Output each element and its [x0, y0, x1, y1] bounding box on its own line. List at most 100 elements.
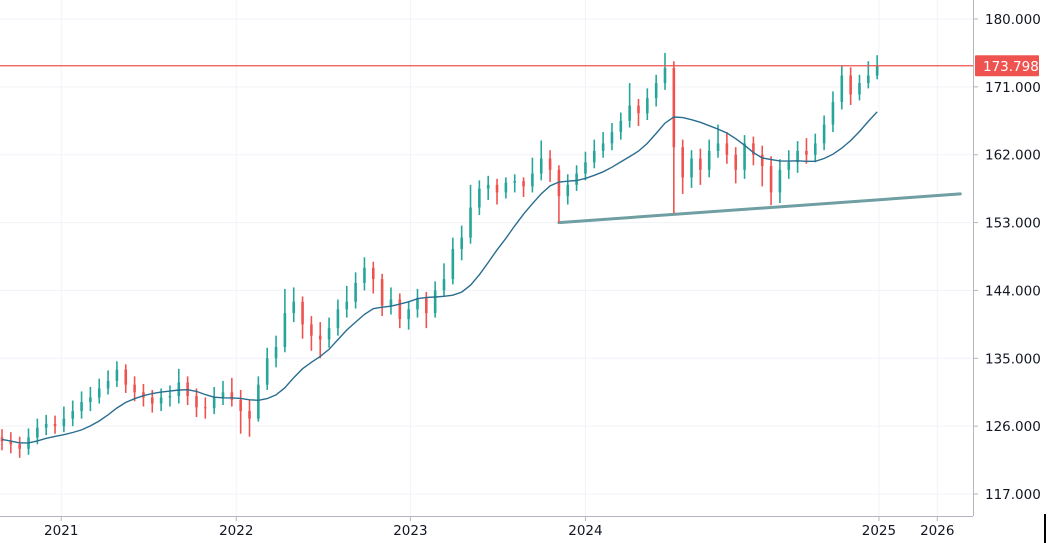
bar-up — [575, 165, 578, 191]
bar-up — [62, 406, 66, 433]
bar-body — [787, 162, 791, 170]
bar-up — [716, 124, 720, 158]
bar-body — [796, 150, 799, 163]
bar-down — [699, 148, 702, 185]
time-tick-label: 2023 — [393, 523, 427, 539]
bar-down — [301, 296, 304, 339]
price-tick-label: 126.000 — [985, 419, 1041, 435]
bar-body — [398, 299, 402, 320]
bar-up — [292, 287, 296, 323]
price-tick-label: 162.000 — [985, 148, 1041, 164]
bar-body — [283, 313, 287, 347]
bar-body — [239, 399, 242, 412]
bar-up — [265, 347, 269, 390]
bar-down — [637, 98, 640, 127]
bar-body — [557, 169, 561, 197]
bar-up — [513, 174, 517, 193]
bar-down — [186, 376, 189, 406]
bar-body — [478, 188, 481, 208]
bar-down — [522, 177, 525, 197]
bar-body — [318, 335, 322, 340]
bar-body — [62, 418, 66, 427]
bar-body — [654, 83, 658, 99]
bar-body — [867, 75, 870, 84]
bar-up — [283, 288, 287, 353]
price-axis[interactable]: 180.000 171.000 162.000 153.000 144.000 135.0… — [973, 0, 1048, 543]
bar-body — [539, 158, 543, 174]
bar-up — [389, 287, 393, 315]
bar-up — [601, 132, 605, 158]
bar-down — [681, 139, 684, 194]
bar-body — [858, 83, 861, 95]
bar-up — [628, 83, 631, 128]
bar-body — [36, 427, 39, 438]
bar-up — [858, 74, 861, 101]
bar-body — [495, 184, 499, 193]
bar-body — [9, 441, 13, 445]
bar-up — [592, 139, 596, 169]
time-tick-label: 2022 — [219, 523, 253, 539]
bar-up — [44, 414, 48, 436]
bar-up — [36, 418, 39, 445]
bar-up — [690, 150, 693, 188]
bar-up — [345, 285, 349, 318]
bar-body — [44, 423, 48, 428]
bar-body — [707, 150, 711, 170]
bar-up — [451, 237, 455, 285]
bar-up — [363, 257, 366, 291]
bar-body — [442, 279, 446, 291]
grid — [0, 0, 973, 516]
bar-up — [407, 300, 410, 330]
bar-up — [89, 386, 92, 412]
bar-down — [371, 261, 375, 294]
bar-body — [628, 105, 631, 121]
bar-down — [769, 156, 773, 206]
bar-body — [371, 267, 375, 280]
bar-up — [274, 335, 278, 368]
bar-body — [734, 154, 738, 170]
bar-body — [416, 297, 419, 310]
bar-up — [71, 400, 75, 427]
bar-up — [336, 299, 340, 336]
last-price-badge — [975, 55, 1039, 77]
price-axis-background — [973, 0, 1048, 543]
bar-body — [725, 143, 729, 155]
bar-body — [646, 98, 649, 114]
bar-down — [760, 145, 764, 187]
bar-body — [106, 380, 110, 389]
bar-body — [265, 358, 269, 385]
bar-up — [743, 135, 746, 179]
bar-body — [690, 158, 693, 178]
price-tick-label: 153.000 — [985, 216, 1041, 232]
time-axis[interactable]: 2021 2022 2023 2024 2025 2026 — [0, 516, 973, 539]
bar-down — [195, 388, 198, 418]
bar-up — [610, 123, 614, 151]
bar-down — [398, 293, 402, 329]
bar-body — [230, 392, 234, 400]
bar-up — [822, 115, 826, 151]
bar-up — [539, 140, 543, 181]
bar-body — [389, 299, 393, 306]
bar-up — [80, 391, 83, 419]
bar-body — [460, 237, 463, 249]
bar-body — [566, 184, 570, 197]
bar-up — [584, 151, 587, 181]
bar-body — [248, 411, 251, 419]
bar-up — [478, 180, 481, 216]
bar-up — [778, 159, 782, 203]
bar-body — [504, 182, 508, 193]
bar-up — [619, 112, 623, 140]
bar-body — [840, 75, 844, 102]
bar-body — [115, 369, 119, 381]
bar-up — [813, 133, 817, 163]
price-tick-label: 117.000 — [985, 487, 1041, 503]
bar-body — [681, 147, 684, 178]
text-cursor-mark — [1044, 514, 1046, 543]
bar-body — [150, 397, 154, 404]
support-trendline — [557, 192, 962, 225]
bar-body — [769, 166, 773, 193]
bar-down — [849, 67, 852, 105]
price-tick-label: 135.000 — [985, 351, 1041, 367]
bar-body — [195, 396, 198, 408]
